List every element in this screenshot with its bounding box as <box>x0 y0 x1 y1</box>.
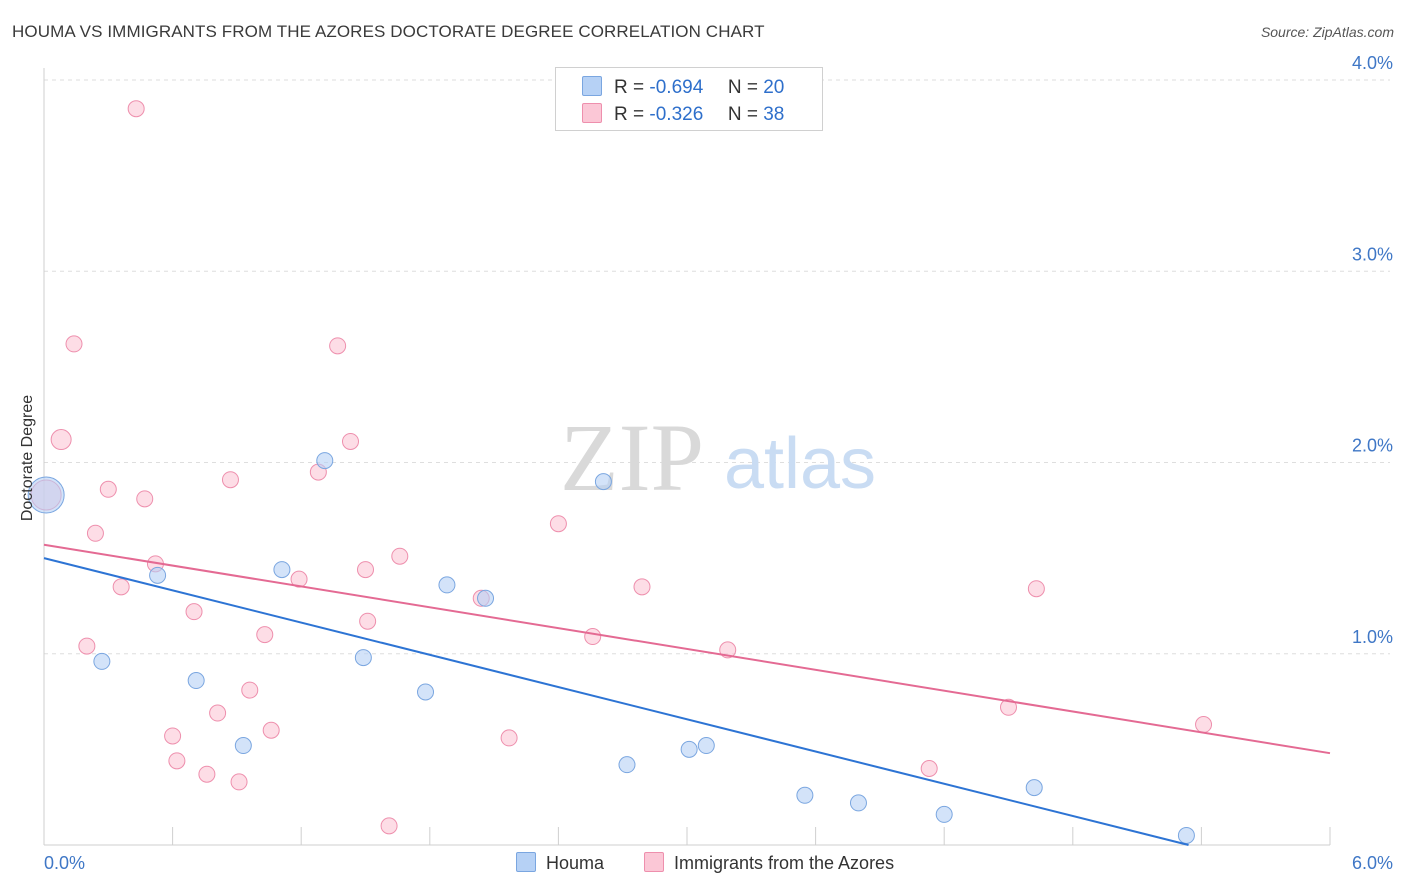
data-point <box>50 429 72 451</box>
data-point <box>1025 779 1043 797</box>
data-point <box>359 612 377 630</box>
legend-n-label: N = <box>727 77 758 98</box>
data-point <box>354 649 372 667</box>
data-point <box>168 752 186 770</box>
data-point <box>584 628 602 646</box>
data-point <box>290 570 308 588</box>
data-point <box>112 578 130 596</box>
legend-row-houma: R = -0.694 N = 20 <box>582 76 784 100</box>
data-point <box>127 100 145 118</box>
data-point <box>1177 826 1195 844</box>
data-point <box>78 637 96 655</box>
data-point <box>1000 698 1017 716</box>
data-point <box>198 765 216 783</box>
legend-r-value: -0.694 <box>649 77 704 98</box>
data-point <box>618 756 636 774</box>
data-point <box>500 729 518 747</box>
series-legend: Houma Immigrants from the Azores <box>0 852 1406 876</box>
legend-n-value: 20 <box>763 77 785 98</box>
legend-label-houma: Houma <box>546 853 605 873</box>
data-point <box>185 603 203 621</box>
data-point <box>234 737 252 755</box>
data-point <box>477 589 495 607</box>
correlation-legend: R = -0.694 N = 20 R = -0.326 N = 38 <box>555 67 823 131</box>
legend-swatch-azores <box>644 852 664 872</box>
data-point <box>796 786 814 804</box>
y-axis-title: Doctorate Degree <box>19 394 36 522</box>
legend-r-label: R = <box>614 77 645 98</box>
data-point <box>262 721 280 739</box>
x-tick-label: 6.0% <box>1352 853 1393 873</box>
data-point <box>594 473 612 491</box>
trend-layer <box>43 543 1331 846</box>
trend-line <box>43 543 1331 755</box>
watermark-atlas: atlas <box>724 424 876 504</box>
legend-label-azores: Immigrants from the Azores <box>674 853 895 873</box>
legend-n-value: 38 <box>763 104 785 125</box>
trend-line <box>43 557 1189 846</box>
data-point <box>633 578 651 596</box>
data-point <box>438 576 456 594</box>
data-point <box>136 490 154 508</box>
data-point <box>417 683 435 701</box>
data-point <box>341 432 359 450</box>
data-point <box>86 524 104 542</box>
data-point <box>187 672 205 690</box>
y-tick-label: 1.0% <box>1352 627 1393 647</box>
data-point <box>316 452 334 470</box>
source-label: Source: ZipAtlas.com <box>1260 24 1394 40</box>
data-point <box>697 737 715 755</box>
watermark: ZIP atlas <box>560 404 876 511</box>
labels-layer: 1.0% 2.0% 3.0% 4.0% 0.0% 6.0% <box>44 53 1393 873</box>
data-point <box>391 547 409 565</box>
y-tick-label: 3.0% <box>1352 244 1393 264</box>
data-point <box>1195 716 1213 734</box>
data-point <box>380 817 398 835</box>
data-point <box>99 480 117 498</box>
data-point <box>93 652 111 670</box>
legend-r-value: -0.326 <box>649 104 704 125</box>
legend-item-azores: Immigrants from the Azores <box>644 852 894 874</box>
legend-swatch-azores <box>582 103 602 123</box>
data-point <box>549 515 567 533</box>
legend-row-azores: R = -0.326 N = 38 <box>582 103 784 127</box>
data-point <box>164 727 182 745</box>
data-point <box>329 337 347 355</box>
legend-item-houma: Houma <box>516 852 604 874</box>
data-point <box>273 561 291 579</box>
data-point <box>920 760 938 777</box>
data-point <box>680 740 698 758</box>
watermark-zip: ZIP <box>560 404 704 511</box>
y-tick-label: 2.0% <box>1352 436 1393 456</box>
axis-layer <box>43 68 1331 846</box>
data-point <box>849 794 867 812</box>
data-point <box>209 704 227 722</box>
y-tick-label: 4.0% <box>1352 53 1393 73</box>
legend-swatch-houma <box>516 852 536 872</box>
data-point <box>221 471 239 489</box>
data-point <box>1027 580 1045 598</box>
data-point <box>230 773 248 791</box>
data-point <box>935 805 953 823</box>
data-point <box>241 681 259 699</box>
legend-n-label: N = <box>727 104 758 125</box>
x-tick-label: 0.0% <box>44 853 85 873</box>
legend-r-label: R = <box>614 104 645 125</box>
chart-title: HOUMA VS IMMIGRANTS FROM THE AZORES DOCT… <box>12 22 765 41</box>
data-point <box>65 335 83 353</box>
grid-layer <box>44 79 1390 655</box>
data-point <box>149 566 167 584</box>
legend-swatch-houma <box>582 76 602 96</box>
data-point <box>256 626 274 644</box>
data-point <box>27 476 65 514</box>
data-point <box>357 561 374 579</box>
